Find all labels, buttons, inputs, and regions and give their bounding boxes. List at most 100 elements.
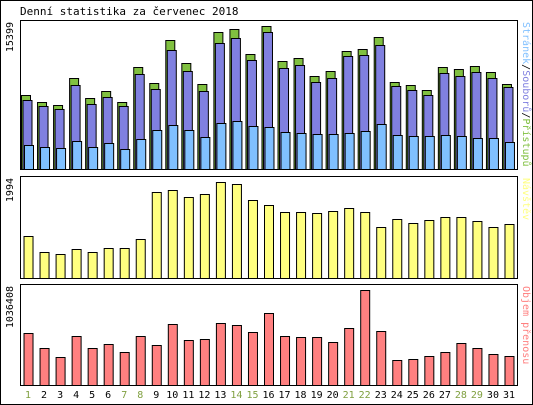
bar-kbytes	[199, 339, 210, 386]
x-tick-label: 18	[295, 390, 307, 401]
bar-kbytes	[39, 348, 50, 386]
bar-visits	[151, 192, 162, 279]
bar-visits	[231, 184, 242, 279]
panel-bottom: 1036408 Objem přenosu	[5, 284, 532, 386]
x-tick-label: 21	[343, 390, 355, 401]
bar-kbytes	[376, 331, 387, 386]
bar-kbytes	[247, 332, 258, 386]
legend-entry: Stránek	[520, 22, 532, 64]
x-tick-label: 10	[166, 390, 178, 401]
bar-kbytes	[55, 357, 66, 386]
legend-top: Stránek/Souborů/Přístupů	[520, 22, 532, 167]
bar-visits	[39, 252, 50, 279]
bar-pages	[120, 149, 131, 170]
bar-pages	[232, 121, 243, 170]
bar-visits	[344, 208, 355, 279]
y-max-label-bottom: 1036408	[5, 286, 16, 328]
x-tick-label: 16	[262, 390, 274, 401]
x-tick-label: 22	[359, 390, 371, 401]
bar-pages	[200, 137, 211, 170]
bar-visits	[424, 220, 435, 279]
bar-visits	[119, 248, 130, 279]
x-tick-label: 6	[105, 390, 111, 401]
bar-visits	[504, 224, 515, 279]
x-tick-label: 25	[407, 390, 419, 401]
x-tick-label: 15	[246, 390, 258, 401]
bar-pages	[104, 143, 115, 170]
bar-kbytes	[280, 336, 291, 386]
x-tick-label: 1	[25, 390, 31, 401]
bar-visits	[71, 249, 82, 279]
bar-kbytes	[135, 336, 146, 386]
legend-entry: Návštěv	[520, 178, 532, 220]
bar-visits	[456, 217, 467, 279]
bar-pages	[472, 138, 483, 170]
x-tick-label: 8	[137, 390, 143, 401]
x-tick-label: 30	[487, 390, 499, 401]
bar-kbytes	[344, 328, 355, 386]
bar-pages	[312, 134, 323, 170]
bar-pages	[152, 130, 163, 170]
bar-pages	[280, 132, 291, 170]
bar-pages	[88, 147, 99, 170]
bar-kbytes	[456, 343, 467, 386]
bar-kbytes	[392, 360, 403, 386]
x-tick-label: 4	[73, 390, 79, 401]
bar-kbytes	[71, 336, 82, 386]
bar-visits	[247, 200, 258, 279]
bar-pages	[456, 136, 467, 170]
x-tick-label: 31	[503, 390, 515, 401]
legend-entry: Souborů	[520, 70, 532, 112]
bar-pages	[296, 133, 307, 170]
bar-pages	[424, 136, 435, 170]
legend-entry: /	[520, 112, 531, 118]
bar-pages	[488, 138, 499, 170]
bar-pages	[376, 124, 387, 170]
bar-visits	[280, 212, 291, 279]
bar-pages	[40, 147, 51, 170]
panel-middle: 1994 Návštěv	[5, 176, 532, 279]
bar-visits	[167, 190, 178, 279]
legend-entry: /	[520, 64, 531, 70]
bar-visits	[360, 212, 371, 279]
bar-pages	[24, 145, 34, 170]
bar-pages	[344, 133, 355, 170]
x-tick-label: 28	[455, 390, 467, 401]
legend-bottom: Objem přenosu	[520, 286, 532, 364]
x-tick-label: 20	[327, 390, 339, 401]
bar-pages	[216, 123, 227, 170]
bar-kbytes	[440, 352, 451, 386]
bar-pages	[264, 127, 275, 170]
bar-kbytes	[167, 324, 178, 386]
bar-kbytes	[408, 359, 419, 386]
x-tick-label: 19	[311, 390, 323, 401]
bar-pages	[184, 130, 195, 170]
x-tick-label: 3	[57, 390, 63, 401]
x-tick-label: 29	[471, 390, 483, 401]
x-tick-label: 27	[439, 390, 451, 401]
bar-visits	[55, 254, 66, 279]
bar-kbytes	[504, 356, 515, 386]
bar-visits	[103, 248, 114, 279]
bar-visits	[440, 217, 451, 279]
bar-kbytes	[231, 325, 242, 386]
bar-visits	[408, 223, 419, 279]
bar-kbytes	[472, 348, 483, 386]
bar-pages	[136, 139, 147, 170]
x-tick-label: 17	[279, 390, 291, 401]
bar-visits	[328, 211, 339, 279]
y-max-label-top: 15399	[5, 22, 16, 52]
bar-kbytes	[87, 348, 98, 386]
legend-entry: Objem přenosu	[520, 286, 532, 364]
legend-middle: Návštěv	[520, 178, 532, 220]
bar-visits	[199, 194, 210, 279]
bar-pages	[72, 141, 83, 170]
bar-kbytes	[296, 337, 307, 386]
bar-visits	[376, 227, 387, 279]
x-tick-label: 12	[198, 390, 210, 401]
bar-kbytes	[119, 352, 130, 386]
x-tick-label: 24	[391, 390, 403, 401]
x-tick-labels: 1 2 3 4 5 6 7 8 9 10 11 12 13 14 15 16 17 18 19 20 21 22 23 24 2…	[25, 390, 515, 401]
bar-pages	[168, 125, 179, 170]
bar-pages	[392, 135, 403, 170]
